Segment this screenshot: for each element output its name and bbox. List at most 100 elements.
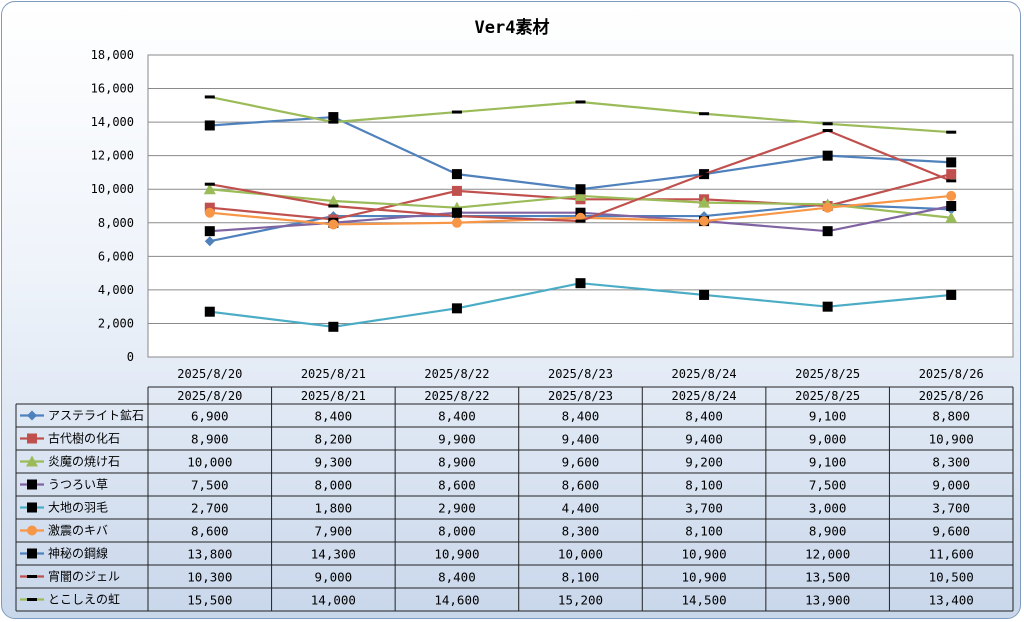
legend-marker — [27, 479, 37, 490]
legend-marker — [27, 548, 37, 559]
grid-lines — [148, 54, 1013, 358]
table-value-cell: 10,500 — [929, 570, 974, 585]
legend-marker — [27, 598, 37, 601]
data-point — [946, 130, 957, 134]
table-header-cell: 2025/8/24 — [672, 389, 737, 403]
table-value-cell: 13,500 — [805, 570, 850, 585]
table-value-cell: 8,000 — [315, 478, 353, 493]
table-value-cell: 9,400 — [562, 432, 600, 447]
legend-key — [20, 502, 44, 513]
table-value-cell: 3,700 — [685, 501, 723, 516]
data-point — [327, 194, 340, 206]
data-point — [328, 321, 339, 332]
legend-key — [20, 548, 44, 559]
y-tick-label: 6,000 — [98, 249, 134, 263]
legend-marker — [27, 575, 37, 578]
table-value-cell: 15,500 — [187, 593, 232, 608]
data-point — [328, 219, 339, 230]
data-point — [822, 122, 833, 126]
table-value-cell: 8,900 — [438, 455, 476, 470]
table-series-name: 宵闇のジェル — [48, 569, 120, 584]
data-point — [574, 189, 587, 201]
table-value-cell: 8,300 — [932, 455, 970, 470]
table-value-cell: 8,600 — [438, 478, 476, 493]
table-value-cell: 9,600 — [562, 455, 600, 470]
table-value-cell: 8,200 — [315, 432, 353, 447]
table-series-name: アステライト鉱石 — [48, 408, 144, 423]
data-point — [946, 190, 957, 201]
table-lines — [15, 386, 1014, 612]
table-header-cell: 2025/8/26 — [919, 389, 984, 403]
y-tick-label: 4,000 — [98, 283, 134, 297]
table-value-cell: 10,900 — [929, 432, 974, 447]
x-category-label: 2025/8/23 — [548, 367, 613, 381]
table-header-cell: 2025/8/25 — [795, 389, 860, 403]
table-value-cell: 9,000 — [809, 432, 847, 447]
data-point — [204, 202, 215, 213]
x-category-label: 2025/8/21 — [301, 367, 366, 381]
table-value-cell: 10,300 — [187, 570, 232, 585]
data-point — [946, 179, 957, 183]
data-point — [699, 112, 710, 116]
table-value-cell: 2,900 — [438, 501, 476, 516]
x-category-label: 2025/8/25 — [795, 367, 860, 381]
data-point — [822, 150, 833, 161]
table-series-name: 古代樹の化石 — [48, 431, 120, 446]
table-value-cell: 2,700 — [191, 501, 229, 516]
x-category-label: 2025/8/20 — [177, 367, 242, 381]
y-tick-label: 2,000 — [98, 316, 134, 330]
data-point — [945, 211, 958, 223]
table-value-cell: 7,900 — [315, 524, 353, 539]
data-point — [822, 226, 833, 237]
legend-marker — [27, 433, 37, 444]
table-value-cell: 10,900 — [681, 570, 726, 585]
table-value-cell: 10,000 — [558, 547, 603, 562]
data-point — [575, 219, 586, 223]
x-axis-category-labels: 2025/8/20 2025/8/21 2025/8/22 2025/8/23 2025… — [177, 367, 983, 381]
table-header-cell: 2025/8/20 — [177, 389, 242, 403]
data-point — [451, 214, 462, 218]
table-value-cell: 7,500 — [191, 478, 229, 493]
data-point — [204, 236, 215, 247]
table-series-name: うつろい草 — [48, 478, 108, 492]
data-point — [328, 204, 339, 208]
y-tick-label: 16,000 — [91, 82, 134, 96]
table-value-cell: 9,000 — [315, 570, 353, 585]
table-value-cell: 8,400 — [315, 409, 353, 424]
data-point — [451, 303, 462, 314]
table-value-cell: 8,100 — [562, 570, 600, 585]
table-value-cell: 14,300 — [311, 547, 356, 562]
series-7 — [204, 129, 957, 223]
series-4 — [204, 278, 957, 332]
table-value-cell: 8,600 — [562, 478, 600, 493]
legend-key — [20, 525, 44, 536]
table-value-cell: 9,000 — [932, 478, 970, 493]
y-tick-label: 10,000 — [91, 182, 134, 196]
table-value-cell: 8,600 — [191, 524, 229, 539]
data-point — [699, 216, 710, 227]
legend-marker — [26, 455, 38, 467]
x-category-label: 2025/8/26 — [919, 367, 984, 381]
table-value-cell: 8,300 — [562, 524, 600, 539]
table-value-cell: 14,000 — [311, 593, 356, 608]
table-header-cell: 2025/8/23 — [548, 389, 613, 403]
series-lines — [203, 95, 958, 332]
data-point — [451, 185, 462, 196]
table-value-cell: 8,000 — [438, 524, 476, 539]
data-point — [575, 100, 586, 104]
data-point — [328, 120, 339, 124]
data-point — [822, 129, 833, 132]
table-value-cell: 8,400 — [685, 409, 723, 424]
table-value-cell: 8,900 — [191, 432, 229, 447]
table-value-cell: 9,400 — [685, 432, 723, 447]
table-value-cell: 13,800 — [187, 547, 232, 562]
table-value-cell: 9,900 — [438, 432, 476, 447]
legend-marker — [27, 525, 37, 536]
table-value-cell: 8,400 — [562, 409, 600, 424]
data-point — [328, 112, 339, 123]
table-value-cell: 3,700 — [932, 501, 970, 516]
legend-key — [20, 598, 44, 601]
table-value-cell: 8,100 — [685, 524, 723, 539]
table-header-cell: 2025/8/21 — [301, 389, 366, 403]
